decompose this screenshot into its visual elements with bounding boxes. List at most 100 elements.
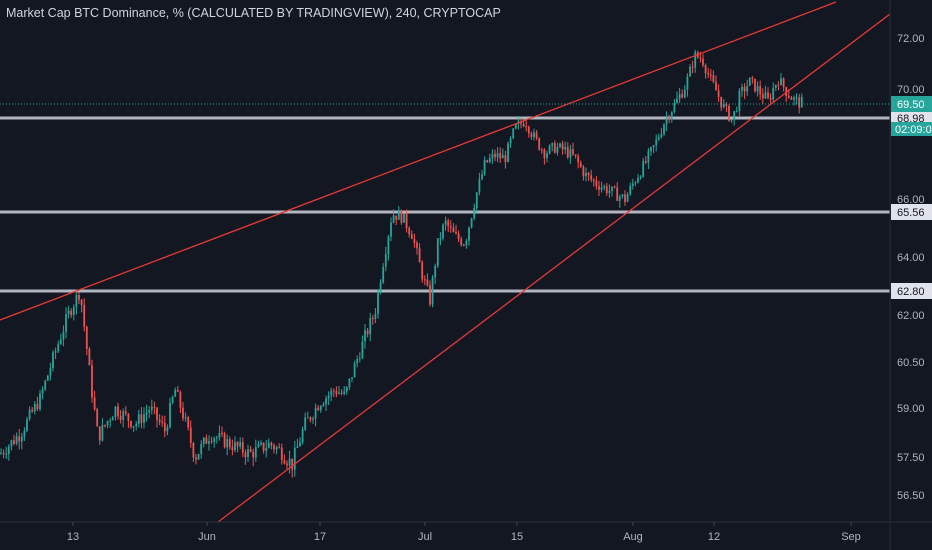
candle-body bbox=[475, 192, 478, 208]
candle-body bbox=[288, 458, 291, 466]
candle-body bbox=[0, 452, 2, 454]
candle-body bbox=[200, 443, 203, 455]
candle-body bbox=[582, 166, 585, 177]
candle-body bbox=[618, 196, 621, 201]
candle-body bbox=[18, 436, 21, 442]
candle-body bbox=[317, 407, 320, 411]
candle-body bbox=[101, 424, 104, 441]
candle-body bbox=[322, 404, 325, 407]
candle-body bbox=[525, 126, 528, 128]
candle-body bbox=[343, 391, 346, 394]
candle-body bbox=[738, 90, 741, 112]
candle-body bbox=[254, 447, 257, 458]
candle-body bbox=[117, 406, 119, 417]
candle-body bbox=[629, 185, 632, 195]
candle-body bbox=[364, 330, 366, 342]
candle-body bbox=[793, 97, 795, 100]
candle-body bbox=[613, 186, 616, 188]
price-axis[interactable]: 72.00 70.00 66.00 64.00 62.00 60.50 59.00 57.50… bbox=[897, 33, 925, 502]
level-badge-label: 62.80 bbox=[897, 286, 925, 298]
candle-body bbox=[780, 78, 782, 85]
candle-body bbox=[153, 406, 156, 408]
candle-body bbox=[15, 436, 18, 444]
candle-body bbox=[647, 151, 650, 163]
candle-body bbox=[434, 265, 437, 278]
candle-body bbox=[413, 238, 416, 243]
candle-body bbox=[332, 390, 335, 392]
candle-body bbox=[748, 77, 751, 86]
candle-body bbox=[374, 313, 377, 319]
last-price-label: 69.50 bbox=[897, 99, 925, 111]
candle-body bbox=[5, 453, 8, 455]
candle-body bbox=[296, 446, 299, 448]
candle-body bbox=[478, 179, 481, 193]
candle-body bbox=[202, 437, 205, 444]
candle-body bbox=[158, 419, 161, 422]
candle-body bbox=[426, 279, 429, 286]
candle-body bbox=[20, 436, 23, 442]
candle-body bbox=[670, 112, 673, 120]
candle-body bbox=[228, 439, 231, 448]
candle-body bbox=[260, 442, 262, 445]
candle-body bbox=[390, 222, 392, 237]
chart-title: Market Cap BTC Dominance, % (CALCULATED … bbox=[6, 6, 501, 20]
y-tick-label: 64.00 bbox=[897, 252, 925, 264]
candle-body bbox=[28, 409, 31, 420]
candle-body bbox=[504, 155, 507, 162]
candle-body bbox=[418, 248, 421, 263]
candle-body bbox=[715, 81, 717, 91]
candle-body bbox=[644, 160, 647, 163]
candle-body bbox=[44, 380, 47, 390]
candle-body bbox=[223, 433, 226, 448]
candle-body bbox=[707, 73, 710, 75]
candle-body bbox=[634, 182, 637, 184]
y-tick-label: 70.00 bbox=[897, 84, 925, 96]
time-axis[interactable]: 13 Jun 17 Jul 15 Aug 12 Sep bbox=[67, 522, 861, 543]
level-badge bbox=[891, 204, 932, 220]
candle-body bbox=[712, 75, 715, 82]
candle-body bbox=[741, 86, 743, 91]
candle-body bbox=[616, 187, 619, 201]
candle-body bbox=[397, 210, 400, 220]
candle-body bbox=[83, 304, 86, 327]
candle-body bbox=[49, 368, 52, 376]
candle-body bbox=[514, 124, 517, 129]
candle-body bbox=[280, 447, 283, 461]
candle-body bbox=[650, 147, 652, 152]
trendlines[interactable] bbox=[0, 1, 891, 523]
candle-body bbox=[36, 403, 39, 410]
candle-body bbox=[494, 154, 496, 158]
candle-body bbox=[559, 143, 561, 148]
candle-body bbox=[535, 132, 538, 139]
candle-body bbox=[273, 445, 275, 450]
x-tick-label: 17 bbox=[314, 531, 326, 543]
candle-body bbox=[257, 444, 260, 448]
candle-body bbox=[62, 331, 65, 340]
candle-body bbox=[135, 423, 138, 427]
candle-body bbox=[689, 66, 691, 77]
candle-body bbox=[304, 417, 307, 430]
candle-body bbox=[176, 389, 179, 392]
candle-body bbox=[761, 94, 764, 99]
candle-body bbox=[156, 407, 158, 420]
candle-body bbox=[96, 409, 99, 427]
candle-body bbox=[501, 155, 504, 159]
candle-body bbox=[299, 442, 301, 447]
level-badge-label: 65.56 bbox=[897, 207, 925, 219]
candle-body bbox=[468, 227, 470, 241]
candle-body bbox=[163, 422, 166, 432]
candle-body bbox=[140, 414, 143, 423]
horizontal-levels[interactable] bbox=[0, 116, 890, 293]
candle-body bbox=[754, 78, 756, 92]
x-tick-label: Sep bbox=[841, 531, 861, 543]
candle-body bbox=[353, 363, 356, 378]
y-tick-label: 57.50 bbox=[897, 452, 925, 464]
candle-body bbox=[551, 143, 554, 146]
candle-body bbox=[767, 92, 769, 98]
candle-body bbox=[145, 412, 148, 415]
x-tick-label: Jul bbox=[418, 531, 432, 543]
candle-body bbox=[543, 149, 546, 159]
candle-body bbox=[10, 440, 13, 447]
candle-body bbox=[590, 175, 593, 180]
